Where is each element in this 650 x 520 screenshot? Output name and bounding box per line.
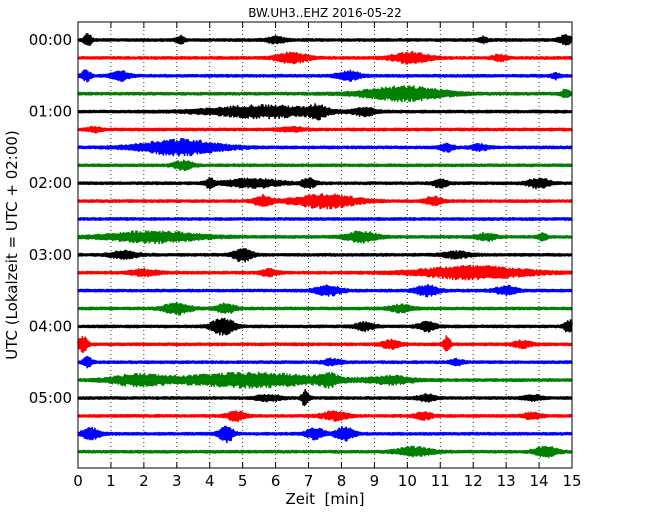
- plot-frame: [77, 21, 573, 469]
- x-tick-label-7: 7: [304, 472, 314, 490]
- y-axis-label: UTC (Lokalzeit = UTC + 02:00): [3, 130, 21, 360]
- trace-0430: [77, 355, 573, 369]
- y-tick-label-2: 02:00: [29, 174, 72, 192]
- chart-title: BW.UH3..EHZ 2016-05-22: [248, 6, 402, 20]
- x-tick-label-4: 4: [205, 472, 215, 490]
- x-axis-label: Zeit [min]: [285, 490, 364, 508]
- y-axis: 00:00 01:00 02:00 03:00 04:00 05:00: [29, 31, 572, 407]
- y-tick-label-0: 00:00: [29, 31, 72, 49]
- x-tick-label-13: 13: [497, 472, 516, 490]
- trace-0400: [77, 317, 573, 336]
- x-tick-label-2: 2: [139, 472, 149, 490]
- x-tick-label-15: 15: [562, 472, 581, 490]
- trace-0200: [77, 176, 573, 190]
- y-tick-label-4: 04:00: [29, 317, 72, 335]
- trace-0245: [77, 230, 573, 245]
- x-tick-label-8: 8: [337, 472, 347, 490]
- y-tick-label-1: 01:00: [29, 103, 72, 121]
- y-tick-label-3: 03:00: [29, 246, 72, 264]
- trace-0545: [77, 445, 573, 459]
- trace-0345: [77, 301, 573, 316]
- trace-0030: [77, 69, 573, 83]
- x-tick-label-11: 11: [431, 472, 450, 490]
- trace-0130: [77, 137, 573, 157]
- trace-0115: [77, 125, 573, 134]
- x-tick-label-9: 9: [370, 472, 380, 490]
- trace-0315: [77, 264, 573, 281]
- trace-0445: [77, 371, 573, 389]
- x-tick-label-10: 10: [398, 472, 417, 490]
- trace-0300: [77, 247, 573, 263]
- trace-0000: [77, 33, 573, 47]
- seismogram-traces: [77, 33, 573, 459]
- trace-0045: [77, 85, 573, 103]
- x-tick-label-6: 6: [271, 472, 281, 490]
- trace-0145: [77, 159, 573, 172]
- trace-0230: [77, 216, 573, 222]
- x-tick-label-5: 5: [238, 472, 248, 490]
- x-tick-label-0: 0: [73, 472, 83, 490]
- trace-0100: [77, 103, 573, 121]
- trace-0330: [77, 283, 573, 298]
- trace-0415: [77, 335, 573, 354]
- x-tick-label-3: 3: [172, 472, 182, 490]
- trace-0500: [77, 388, 573, 407]
- x-tick-label-12: 12: [464, 472, 483, 490]
- x-axis: 0 1 2 3 4 5 6 7 8 9 10 11 12 13 14 15: [73, 22, 582, 490]
- x-tick-label-14: 14: [530, 472, 549, 490]
- trace-0530: [77, 425, 573, 444]
- trace-0515: [77, 410, 573, 423]
- trace-0215: [77, 193, 573, 210]
- y-tick-label-5: 05:00: [29, 389, 72, 407]
- trace-0015: [77, 50, 573, 65]
- x-tick-label-1: 1: [106, 472, 116, 490]
